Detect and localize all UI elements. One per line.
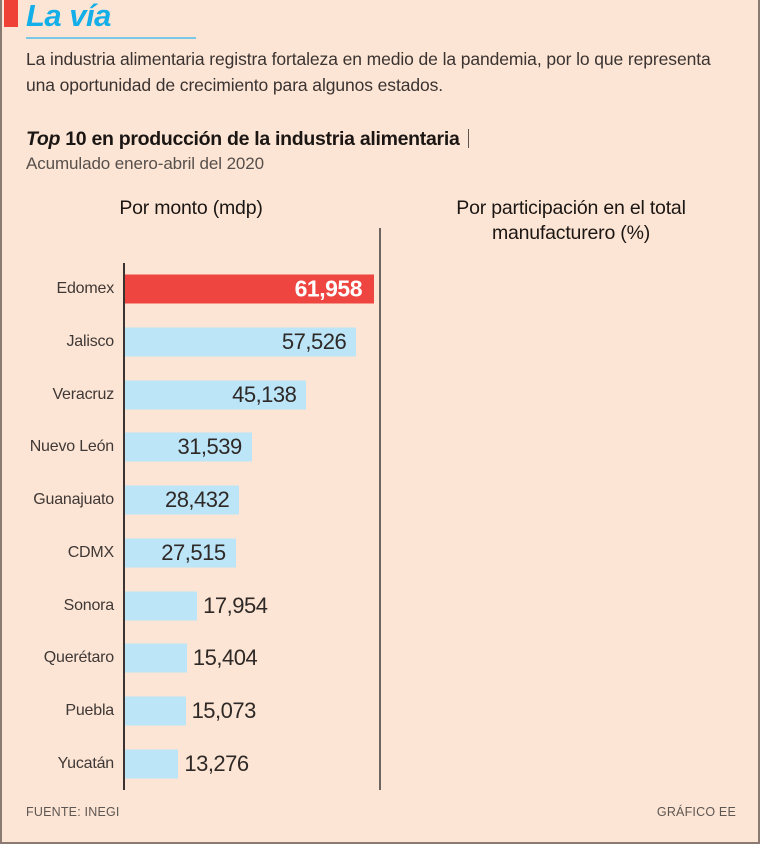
bar (125, 591, 198, 621)
title-tick-mark (467, 129, 469, 148)
bar-row: Puebla 15,073 (2, 685, 380, 738)
chart-heading-monto: Por monto (mdp) (119, 197, 263, 219)
bar-value-label: 17,954 (203, 592, 268, 618)
deck-text: La industria alimentaria registra fortal… (26, 49, 711, 95)
bar (125, 485, 240, 515)
chart-panel-participacion: Por participación en el total manufactur… (380, 0, 758, 842)
bar-value-label: 61,958 (294, 275, 363, 302)
bar-row: Yucatán 13,276 (2, 737, 380, 790)
source-note: FUENTE: INEGI (26, 805, 120, 819)
brand-underline (26, 37, 196, 39)
bar (125, 643, 187, 673)
bar-value-label: 31,539 (177, 434, 242, 460)
bar-value-label: 28,432 (164, 487, 230, 513)
bar (125, 696, 186, 726)
bar (125, 538, 236, 568)
page-title-emphasis: Top (26, 128, 61, 150)
bar-highlighted (125, 274, 374, 304)
bar-row: Jalisco 57,526 (2, 316, 380, 369)
brand-title: La vía (26, 0, 111, 33)
bar (125, 380, 307, 410)
bar-row: CDMX 27,515 (2, 527, 380, 580)
bar-category-label: CDMX (67, 543, 115, 561)
bar-category-label: Querétaro (43, 649, 114, 667)
bar (125, 327, 357, 357)
bar-row: Nuevo León 31,539 (2, 421, 380, 474)
chart-heading-line-2: manufacturero (%) (491, 222, 651, 244)
bar-category-label: Guanajuato (33, 491, 114, 509)
chart-heading-participacion: Por participación en el total manufactur… (380, 196, 758, 246)
red-accent-block (4, 0, 18, 27)
bar-row: Guanajuato 28,432 (2, 474, 380, 527)
bar-value-label: 15,404 (192, 645, 258, 671)
bar-category-label: Nuevo León (29, 438, 114, 456)
bar-category-label: Veracruz (52, 385, 114, 403)
bar-row: Veracruz 45,138 (2, 368, 380, 421)
credit-note: GRÁFICO EE (656, 805, 736, 819)
bar-row: Querétaro 15,404 (2, 632, 380, 685)
panel-divider (379, 228, 381, 790)
bar-row: Edomex 61,958 (2, 263, 380, 316)
bar (125, 432, 252, 462)
bar-value-label: 45,138 (232, 381, 297, 407)
bar-category-label: Sonora (63, 596, 115, 614)
bar (125, 749, 179, 779)
bar-category-label: Puebla (65, 701, 114, 719)
bar-category-label: Jalisco (66, 333, 114, 351)
chart-axis-monto (123, 263, 125, 790)
bar-category-label: Yucatán (57, 754, 115, 772)
bar-value-label: 13,276 (184, 750, 249, 776)
chart-panel-monto: Por monto (mdp) Edomex 61,958 Jalisco 57,52… (2, 0, 380, 842)
bar-value-label: 57,526 (281, 329, 347, 355)
bar-category-label: Edomex (56, 280, 115, 298)
bar-value-label: 27,515 (161, 539, 226, 565)
chart-heading-line-1: Por participación en el total (456, 197, 686, 219)
page-title: Top 10 en producción de la industria ali… (26, 128, 469, 151)
page-subtitle: Acumulado enero-abril del 2020 (26, 154, 264, 173)
bar-value-label: 15,073 (191, 697, 257, 723)
bar-row: Sonora 17,954 (2, 579, 380, 632)
page-title-rest: 10 en producción de la industria aliment… (60, 128, 460, 150)
